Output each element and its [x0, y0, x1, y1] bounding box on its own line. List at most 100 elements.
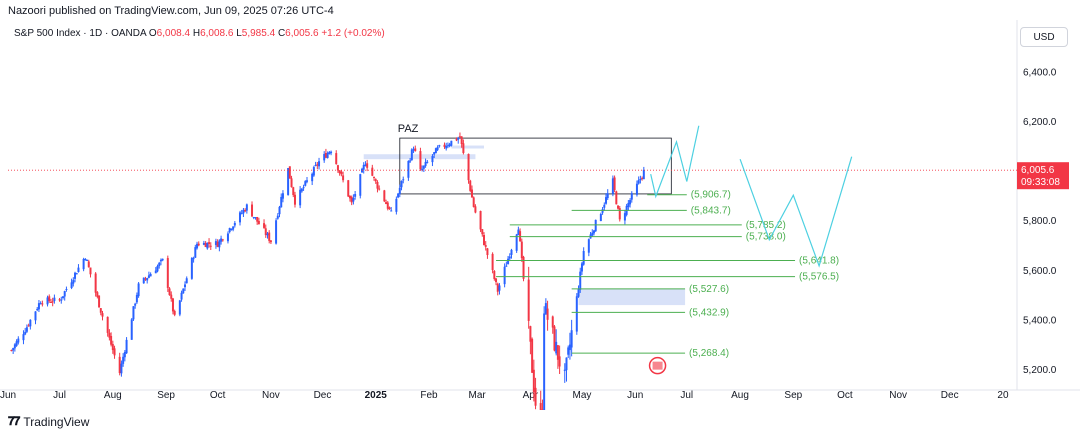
x-tick-label: Sep — [157, 390, 175, 401]
level-label: (5,527.6) — [689, 284, 729, 295]
candle-body — [618, 208, 621, 220]
candle-body — [436, 147, 439, 150]
candle-body — [232, 226, 235, 230]
y-tick-label: 6,400.0 — [1023, 67, 1057, 78]
candle-body — [385, 202, 388, 205]
candle-body — [159, 260, 162, 262]
candle-body — [185, 278, 188, 284]
price-chart[interactable]: 5,200.05,400.05,600.05,800.06,000.06,200… — [0, 0, 1080, 410]
candle-body — [130, 319, 133, 340]
candle-body — [12, 348, 15, 351]
candle-body — [575, 296, 578, 332]
candle-body — [491, 253, 494, 271]
candle-body — [371, 167, 374, 176]
candle-body — [196, 243, 199, 249]
candle-body — [470, 189, 473, 198]
candle-body — [390, 210, 393, 212]
candle-body — [180, 292, 183, 300]
candle-body — [336, 165, 339, 171]
candle-body — [269, 240, 272, 243]
candle-body — [113, 348, 116, 356]
candle-body — [338, 170, 341, 174]
candle-body — [517, 229, 520, 236]
candle-body — [94, 273, 97, 293]
candle-body — [469, 180, 472, 191]
candle-body — [122, 356, 125, 364]
candle-body — [400, 180, 403, 188]
candle-body — [87, 261, 90, 268]
candle-body — [582, 250, 585, 265]
candle-body — [378, 188, 381, 190]
candle-body — [36, 308, 39, 311]
candle-body — [484, 245, 487, 247]
candle-body — [230, 228, 233, 230]
candle-body — [592, 230, 595, 234]
candle-body — [96, 292, 99, 297]
candle-body — [630, 193, 633, 200]
level-label: (5,432.9) — [689, 307, 729, 318]
footer-brand-label: TradingView — [23, 414, 90, 429]
candle-body — [515, 234, 518, 251]
candle-body — [481, 229, 484, 235]
candle-body — [438, 145, 441, 147]
candle-body — [278, 206, 281, 215]
candle-body — [424, 161, 427, 167]
projection-path — [650, 125, 700, 199]
candle-body — [173, 311, 176, 315]
publisher-line: Nazoori published on TradingView.com, Ju… — [8, 5, 334, 17]
candle-body — [486, 248, 489, 256]
candle-body — [373, 176, 376, 178]
candle-body — [594, 219, 597, 232]
candle-body — [268, 232, 271, 241]
candle-body — [74, 272, 77, 279]
candle-body — [166, 258, 169, 288]
candle-body — [532, 369, 535, 393]
candle-body — [206, 242, 209, 249]
candle-body — [244, 209, 247, 212]
candle-body — [388, 207, 391, 210]
currency-button[interactable]: USD — [1020, 27, 1068, 47]
candle-body — [479, 210, 482, 230]
candle-body — [312, 167, 315, 176]
level-label: (5,843.7) — [691, 205, 731, 216]
candle-body — [352, 198, 355, 202]
price-change: +1.2 (+0.02%) — [321, 28, 385, 39]
candle-body — [460, 136, 463, 145]
candle-body — [288, 166, 291, 179]
candle-body — [149, 273, 152, 277]
candle-body — [13, 344, 16, 349]
x-tick-label: Oct — [210, 390, 226, 401]
candle-body — [134, 303, 137, 306]
candle-body — [409, 160, 412, 162]
x-tick-label: Mar — [469, 390, 487, 401]
symbol-name[interactable]: S&P 500 Index · 1D · OANDA — [14, 28, 147, 39]
paz-box — [399, 137, 672, 195]
candle-body — [46, 297, 49, 305]
candle-body — [41, 303, 44, 305]
candle-body — [431, 156, 434, 163]
candle-body — [472, 197, 475, 207]
ohlc-open-value: 6,008.4 — [156, 28, 191, 39]
candle-body — [376, 181, 379, 189]
candle-body — [10, 350, 13, 352]
candle-body — [142, 277, 145, 284]
x-tick-label: Feb — [420, 390, 438, 401]
candle-body — [242, 209, 245, 214]
candle-body — [27, 325, 30, 327]
candle-body — [412, 149, 415, 151]
candle-body — [350, 197, 353, 203]
candle-body — [493, 270, 496, 279]
ohlc-low-value: 5,985.4 — [241, 28, 276, 39]
candle-body — [318, 161, 321, 167]
candle-body — [86, 260, 89, 262]
candle-body — [462, 143, 465, 153]
candle-body — [266, 233, 269, 236]
candle-body — [335, 153, 338, 165]
candle-body — [221, 239, 224, 241]
candle-body — [348, 195, 351, 199]
candle-body — [161, 258, 164, 261]
x-tick-label: Nov — [889, 390, 907, 401]
candle-body — [474, 206, 477, 213]
candle-body — [144, 278, 147, 280]
level-label: (5,641.8) — [799, 255, 839, 266]
